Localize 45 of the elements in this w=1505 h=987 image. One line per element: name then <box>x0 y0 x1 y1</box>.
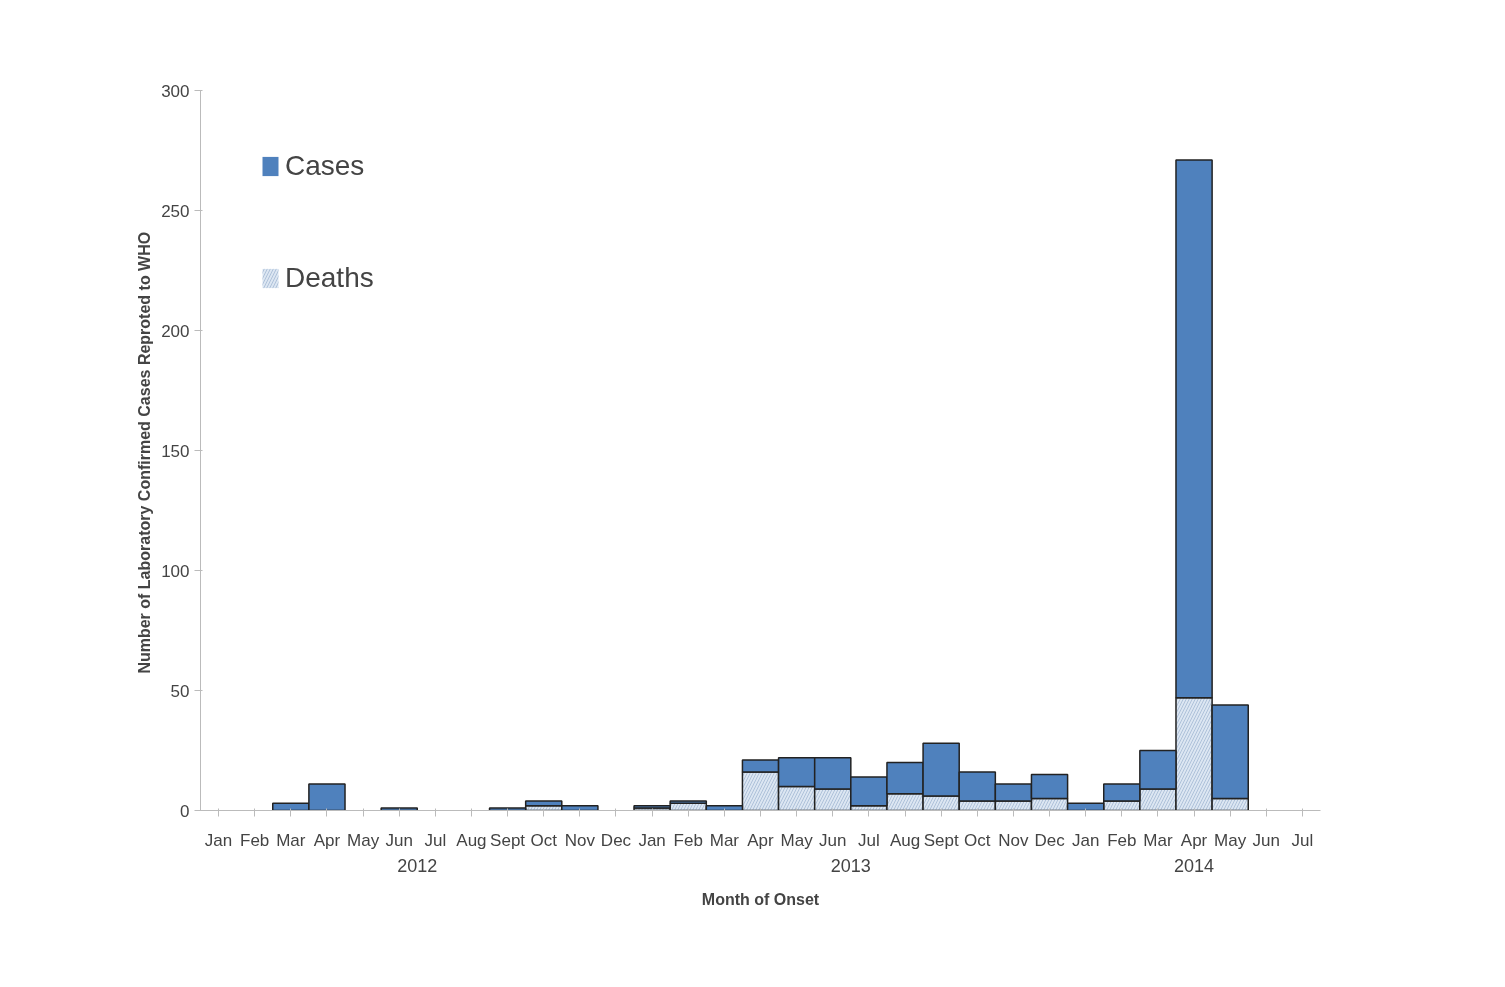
x-tick-label: Mar <box>1143 830 1173 850</box>
legend-label: Deaths <box>285 262 374 294</box>
x-tick-label: Jan <box>1071 830 1100 850</box>
x-axis-title: Month of Onset <box>701 890 820 908</box>
x-tick-label: Aug <box>889 830 921 850</box>
y-tick-label: 50 <box>170 681 190 701</box>
x-tick-label: Jun <box>819 830 847 850</box>
x-tick-label: May <box>1214 830 1247 850</box>
x-tick-label: Apr <box>1180 830 1208 850</box>
x-tick-label: Feb <box>240 830 270 850</box>
y-tick-label: 0 <box>180 801 190 821</box>
x-tick-label: Feb <box>1107 830 1137 850</box>
x-tick-label: Sept <box>923 830 959 850</box>
x-tick-label: Jun <box>385 830 413 850</box>
x-tick-label: Mar <box>709 830 740 850</box>
x-tick-label: Sept <box>490 830 526 850</box>
y-tick-label: 250 <box>161 201 190 221</box>
text: 2012 <box>397 855 438 876</box>
x-tick-label: Jun <box>1252 830 1281 850</box>
y-tick-label: 100 <box>161 561 190 581</box>
text: 2013 <box>830 855 871 876</box>
x-tick-label: Jul <box>424 830 447 850</box>
y-axis-title: Number of Laboratory Confirmed Cases Reproted to WHO <box>136 231 154 674</box>
x-tick-label: Dec <box>600 830 632 850</box>
y-tick-label: 200 <box>161 321 190 341</box>
x-tick-label: Nov <box>998 830 1030 850</box>
x-tick-label: Apr <box>313 830 341 850</box>
x-tick-label: Nov <box>564 830 596 850</box>
legend-label: Cases <box>285 150 365 182</box>
x-tick-label: Oct <box>964 830 991 850</box>
y-tick-label: 300 <box>161 81 190 101</box>
text: 2014 <box>1174 855 1215 876</box>
x-tick-label: May <box>347 830 380 850</box>
x-tick-label: Feb <box>673 830 703 850</box>
x-tick-label: Jan <box>204 830 233 850</box>
x-tick-label: Apr <box>747 830 775 850</box>
x-tick-label: Oct <box>530 830 558 850</box>
x-tick-label: Dec <box>1034 830 1066 850</box>
x-tick-label: Mar <box>276 830 306 850</box>
x-tick-label: Jul <box>1291 830 1314 850</box>
x-tick-label: Aug <box>456 830 487 850</box>
x-tick-label: Jul <box>858 830 880 850</box>
y-tick-label: 150 <box>161 441 190 461</box>
x-tick-label: Jan <box>638 830 666 850</box>
x-tick-label: May <box>780 830 814 850</box>
